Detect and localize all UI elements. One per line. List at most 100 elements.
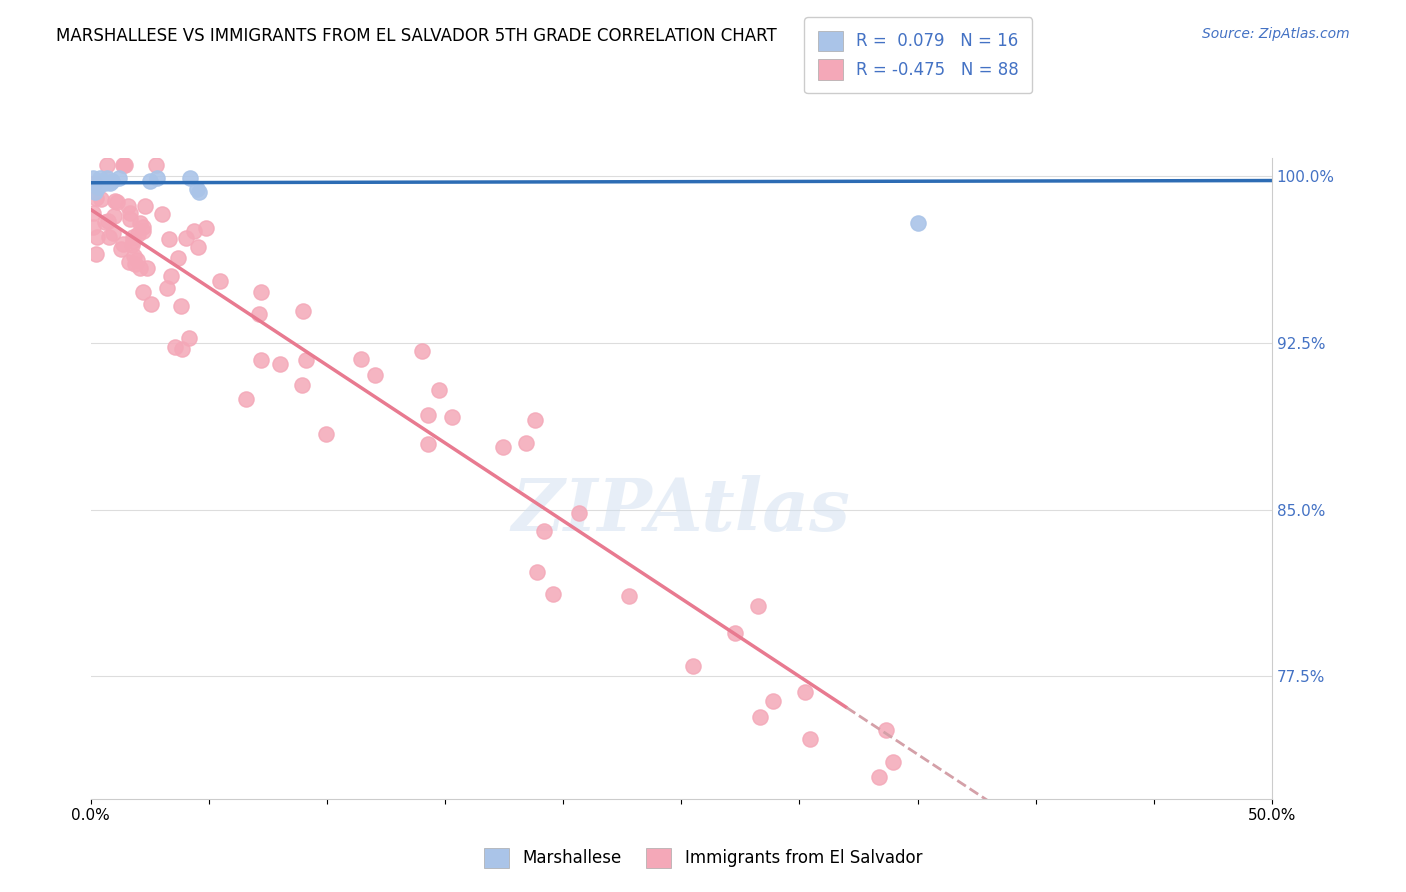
Point bbox=[749, 710, 772, 724]
Point bbox=[98, 230, 121, 244]
Point bbox=[101, 226, 124, 240]
Point bbox=[127, 227, 149, 241]
Point bbox=[97, 214, 120, 228]
Point bbox=[118, 212, 141, 227]
Point bbox=[250, 285, 273, 299]
Point bbox=[93, 215, 115, 229]
Point bbox=[129, 217, 152, 231]
Point bbox=[96, 171, 118, 186]
Point bbox=[117, 199, 139, 213]
Point bbox=[150, 206, 173, 220]
Point bbox=[167, 251, 190, 265]
Point bbox=[110, 242, 132, 256]
Point bbox=[186, 182, 208, 196]
Point bbox=[875, 723, 897, 737]
Point bbox=[747, 599, 769, 613]
Point bbox=[427, 383, 450, 397]
Point bbox=[292, 303, 315, 318]
Point bbox=[98, 176, 121, 190]
Point bbox=[111, 236, 134, 251]
Point bbox=[145, 158, 167, 172]
Point bbox=[105, 194, 128, 209]
Point bbox=[762, 693, 785, 707]
Point bbox=[82, 220, 104, 235]
Point bbox=[179, 171, 201, 186]
Point bbox=[364, 368, 387, 382]
Point bbox=[249, 352, 271, 367]
Legend: R =  0.079   N = 16, R = -0.475   N = 88: R = 0.079 N = 16, R = -0.475 N = 88 bbox=[804, 17, 1032, 93]
Point bbox=[84, 191, 107, 205]
Point bbox=[195, 220, 218, 235]
Point bbox=[868, 770, 890, 784]
Point bbox=[122, 248, 145, 262]
Point bbox=[136, 260, 159, 275]
Point bbox=[235, 392, 257, 406]
Point bbox=[533, 524, 555, 538]
Point bbox=[84, 185, 107, 199]
Point bbox=[524, 412, 547, 426]
Point bbox=[183, 224, 205, 238]
Point bbox=[882, 755, 904, 769]
Point bbox=[617, 589, 640, 603]
Point bbox=[86, 230, 108, 244]
Point bbox=[160, 268, 183, 283]
Point bbox=[515, 436, 537, 450]
Point bbox=[350, 351, 373, 366]
Point bbox=[799, 731, 821, 746]
Point bbox=[208, 274, 231, 288]
Point bbox=[132, 285, 155, 299]
Point bbox=[294, 352, 316, 367]
Point bbox=[170, 342, 193, 356]
Point bbox=[84, 176, 107, 190]
Point bbox=[269, 358, 291, 372]
Point bbox=[117, 255, 139, 269]
Point bbox=[416, 408, 439, 422]
Point bbox=[907, 216, 929, 230]
Point bbox=[112, 158, 135, 172]
Point bbox=[86, 180, 108, 194]
Point bbox=[315, 426, 337, 441]
Point bbox=[124, 257, 146, 271]
Text: ZIPAtlas: ZIPAtlas bbox=[512, 475, 851, 546]
Point bbox=[132, 224, 155, 238]
Point bbox=[134, 199, 156, 213]
Point bbox=[112, 158, 135, 172]
Point bbox=[96, 158, 118, 172]
Point bbox=[125, 253, 148, 268]
Point bbox=[526, 565, 548, 579]
Point bbox=[568, 506, 591, 520]
Point bbox=[104, 194, 127, 208]
Text: Source: ZipAtlas.com: Source: ZipAtlas.com bbox=[1202, 27, 1350, 41]
Point bbox=[132, 219, 155, 234]
Point bbox=[682, 658, 704, 673]
Point bbox=[122, 234, 145, 248]
Point bbox=[247, 307, 270, 321]
Point bbox=[91, 173, 114, 187]
Point bbox=[157, 232, 180, 246]
Point bbox=[794, 685, 817, 699]
Point bbox=[90, 193, 112, 207]
Point bbox=[82, 206, 104, 220]
Point bbox=[541, 587, 564, 601]
Point bbox=[128, 261, 150, 276]
Point bbox=[108, 171, 131, 186]
Point bbox=[176, 231, 198, 245]
Point bbox=[103, 210, 125, 224]
Point bbox=[441, 409, 464, 424]
Point bbox=[139, 297, 162, 311]
Text: MARSHALLESE VS IMMIGRANTS FROM EL SALVADOR 5TH GRADE CORRELATION CHART: MARSHALLESE VS IMMIGRANTS FROM EL SALVAD… bbox=[56, 27, 778, 45]
Point bbox=[723, 626, 745, 640]
Point bbox=[492, 440, 515, 454]
Point bbox=[89, 171, 111, 186]
Point bbox=[155, 281, 177, 295]
Point bbox=[114, 158, 136, 172]
Point bbox=[84, 247, 107, 261]
Legend: Marshallese, Immigrants from El Salvador: Marshallese, Immigrants from El Salvador bbox=[477, 841, 929, 875]
Point bbox=[291, 378, 314, 392]
Point bbox=[101, 173, 124, 187]
Point bbox=[145, 171, 167, 186]
Point bbox=[177, 331, 200, 345]
Point bbox=[121, 238, 143, 252]
Point bbox=[169, 300, 191, 314]
Point bbox=[122, 229, 145, 244]
